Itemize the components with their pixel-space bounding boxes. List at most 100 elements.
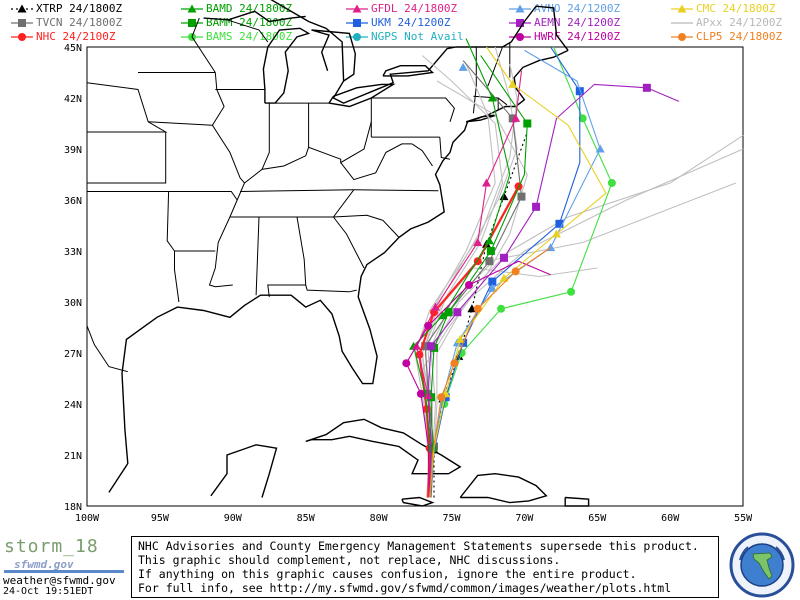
legend-swatch [346,19,368,27]
legend-label: BAMS 24/1800Z [206,30,293,43]
disclaimer-line: NHC Advisories and County Emergency Mana… [138,539,699,553]
track-marker-tvcn [421,342,430,351]
lon-label: 90W [224,513,243,524]
tn-south [229,189,355,218]
legend-swatch [11,4,33,13]
fl-north [305,284,357,293]
lon-label: 80W [370,513,389,524]
lat-label: 42N [64,94,82,105]
track-marker-bamd [438,311,448,320]
legend-marker [516,33,524,41]
disclaimer-line: This graphic should complement, not repl… [138,553,561,567]
mi-wi [226,19,269,43]
track-marker-bamd [484,236,494,245]
track-marker-hwrf [416,389,425,398]
lon-label: 70W [515,513,534,524]
track-marker-bams [497,304,506,313]
track-marker-hwrf [402,359,411,368]
legend-marker [353,33,361,41]
track-marker-cmc [508,79,518,88]
track-marker-cmc [551,229,561,238]
va-nc [353,189,439,192]
track-marker-bamm [523,119,532,128]
track-marker-nhc [415,350,424,359]
lon-label: 75W [442,513,461,524]
lake-superior-shore [203,10,306,23]
dc-potomac [411,143,433,167]
track-marker-bamm [486,247,495,255]
track-marker-clp5 [473,304,482,313]
logo-underline [4,570,124,573]
canada-border [270,0,569,104]
track-marker-bams [567,287,576,296]
legend-swatch [509,33,531,41]
legend-swatch [11,19,33,27]
nc-sc [333,214,400,238]
legend-marker [18,33,26,41]
il-in [261,103,270,170]
hispaniola-coast [459,472,548,504]
legend-swatch [346,33,368,41]
lon-label: 85W [297,513,316,524]
lon-label: 55W [734,513,753,524]
legend-swatch [509,4,531,13]
lon-label: 60W [661,513,680,524]
legend-label: BAMD 24/1800Z [206,2,293,15]
ia-mo [148,121,213,126]
footer: storm_18 sfwmd.gov weather@sfwmd.gov 24-… [0,530,800,600]
lat-label: 18N [64,502,82,513]
legend-marker [352,4,362,13]
track-marker-hwrf [464,281,473,289]
legend-swatch [671,33,693,41]
coastlines-and-borders [86,0,590,507]
track-marker-tvcn [517,192,526,201]
lon-label: 95W [151,513,170,524]
track-marker-bamm [428,444,437,453]
track-marker-ukm [555,219,564,228]
sfwmd-logo: sfwmd.gov [14,558,74,571]
legend-swatch [11,33,33,41]
track-marker-tvcn [485,257,494,266]
ms-al [255,216,260,296]
track-marker-gfdl [430,302,440,311]
track-marker-clp5 [437,393,446,402]
lat-label: 45N [64,43,82,54]
legend-label: APxx 24/1200Z [696,16,783,29]
wv-va [340,143,413,181]
track-marker-avno [487,283,497,292]
track-marker-ukm [488,277,497,286]
track-marker-bams [607,179,616,187]
legend-swatch [671,22,693,24]
legend-label: HWRF 24/1200Z [534,30,621,43]
model-legend: XTRP 24/1800Z TVCN 24/1800Z NHC 24/2100Z BA… [0,0,800,46]
yucatan-coast [210,444,278,498]
ny-east [472,47,477,114]
legend-label: NGPS Not Avail [371,30,464,43]
legend-marker [678,33,686,41]
legend-marker [17,4,27,13]
track-marker-avno [595,144,605,153]
us-mexico-border [86,325,128,373]
lat-label: 39N [64,145,82,156]
timestamp: 24-Oct 19:51EDT [3,586,94,597]
track-cmc [429,46,607,498]
lat-label: 21N [64,451,82,462]
legend-swatch [346,4,368,13]
pa-ny [371,97,455,122]
track-marker-aemn [532,202,541,211]
ar-mo [165,191,238,201]
legend-swatch [181,19,203,27]
legend-label: XTRP 24/1800Z [36,2,123,15]
disclaimer-link-line[interactable]: For full info, see http://my.sfwmd.gov/s… [138,581,672,595]
track-marker-tvcn [508,114,517,123]
us-gulf-atlantic-coast [108,49,569,493]
legend-marker [515,4,525,13]
track-marker-nhc [514,182,523,191]
legend-label: CLP5 24/1800Z [696,30,783,43]
map-frame [86,46,744,507]
mn-wi [191,17,216,73]
track-marker-gfdl [481,178,491,187]
track-marker-hwrf [424,321,433,330]
ks-mo [87,132,167,184]
